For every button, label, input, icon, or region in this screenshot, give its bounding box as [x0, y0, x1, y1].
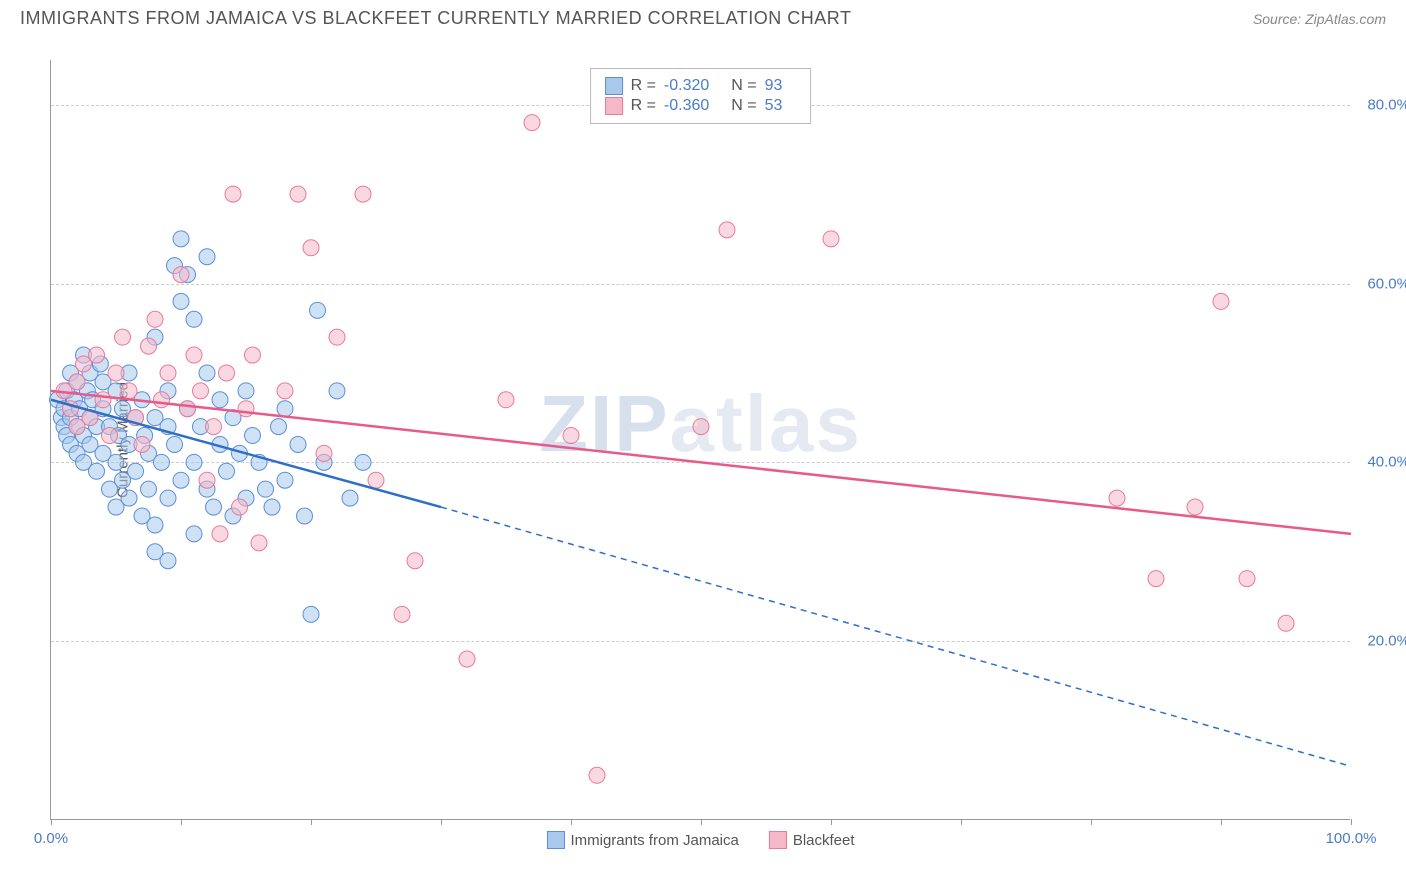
bottom-legend: Immigrants from Jamaica Blackfeet	[546, 831, 854, 849]
chart-header: IMMIGRANTS FROM JAMAICA VS BLACKFEET CUR…	[0, 0, 1406, 33]
series-a-swatch	[605, 77, 623, 95]
y-tick-label: 40.0%	[1367, 454, 1406, 471]
chart-plot-area: Currently Married ZIPatlas 20.0%40.0%60.…	[50, 60, 1350, 820]
y-tick-label: 20.0%	[1367, 633, 1406, 650]
x-tick-label: 100.0%	[1326, 830, 1377, 847]
scatter-plot-svg	[51, 60, 1350, 819]
series-a-swatch-bottom	[546, 831, 564, 849]
legend-item-series-b: Blackfeet	[769, 831, 855, 849]
y-tick-label: 80.0%	[1367, 96, 1406, 113]
source-attribution: Source: ZipAtlas.com	[1253, 11, 1386, 27]
stats-legend-box: R = -0.320 N = 93 R = -0.360 N = 53	[590, 68, 812, 124]
series-b-swatch	[605, 97, 623, 115]
chart-title: IMMIGRANTS FROM JAMAICA VS BLACKFEET CUR…	[20, 8, 851, 29]
stats-row-series-b: R = -0.360 N = 53	[605, 97, 797, 115]
legend-item-series-a: Immigrants from Jamaica	[546, 831, 738, 849]
series-b-swatch-bottom	[769, 831, 787, 849]
stats-row-series-a: R = -0.320 N = 93	[605, 77, 797, 95]
y-tick-label: 60.0%	[1367, 275, 1406, 292]
x-tick-label: 0.0%	[34, 830, 68, 847]
